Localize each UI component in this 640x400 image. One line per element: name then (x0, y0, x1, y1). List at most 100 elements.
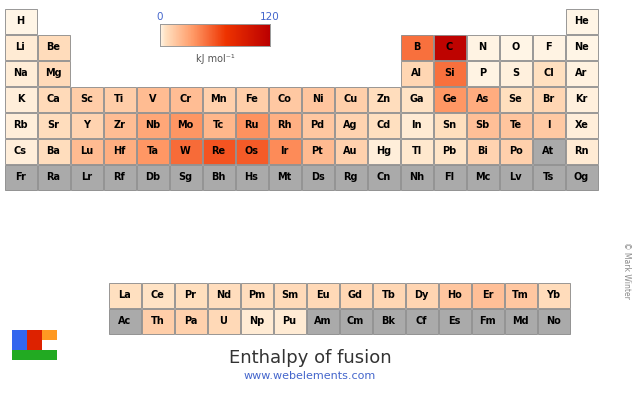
Text: Ge: Ge (442, 94, 457, 104)
Bar (566, 164, 598, 190)
Bar (38, 112, 70, 138)
Bar (406, 282, 438, 308)
Text: Rf: Rf (114, 172, 125, 182)
Text: Kr: Kr (575, 94, 588, 104)
Bar (335, 112, 367, 138)
Bar (38, 60, 70, 86)
Bar (269, 138, 301, 164)
Bar (335, 86, 367, 112)
Bar (70, 86, 102, 112)
Text: La: La (118, 290, 131, 300)
Bar (566, 86, 598, 112)
Text: Ac: Ac (118, 316, 131, 326)
Text: K: K (17, 94, 24, 104)
Bar (301, 164, 333, 190)
Text: Cf: Cf (416, 316, 428, 326)
Text: Pu: Pu (282, 316, 296, 326)
Text: Li: Li (15, 42, 26, 52)
Text: Cd: Cd (376, 120, 390, 130)
Text: Tb: Tb (381, 290, 396, 300)
Bar (401, 112, 433, 138)
Bar (433, 34, 465, 60)
Text: Ga: Ga (409, 94, 424, 104)
Text: Pd: Pd (310, 120, 324, 130)
Bar (136, 138, 168, 164)
Bar (566, 138, 598, 164)
Text: Fe: Fe (245, 94, 258, 104)
Bar (136, 86, 168, 112)
Bar (504, 308, 536, 334)
Text: Hg: Hg (376, 146, 391, 156)
Bar (170, 86, 202, 112)
Bar (566, 34, 598, 60)
Bar (372, 282, 404, 308)
Text: 0: 0 (157, 12, 163, 22)
Text: F: F (545, 42, 552, 52)
Text: Os: Os (244, 146, 259, 156)
Bar (401, 138, 433, 164)
Bar (104, 112, 136, 138)
Text: Fm: Fm (479, 316, 496, 326)
Bar (467, 86, 499, 112)
Bar (566, 60, 598, 86)
Text: Co: Co (278, 94, 291, 104)
Bar (109, 282, 141, 308)
Text: Cn: Cn (376, 172, 390, 182)
Text: Eu: Eu (316, 290, 330, 300)
Text: Db: Db (145, 172, 160, 182)
Bar (499, 86, 531, 112)
Bar (504, 282, 536, 308)
Bar (4, 60, 36, 86)
Bar (339, 308, 371, 334)
Bar (467, 138, 499, 164)
Text: Sr: Sr (47, 120, 60, 130)
Text: Gd: Gd (348, 290, 363, 300)
Bar (566, 8, 598, 34)
Text: I: I (547, 120, 550, 130)
Bar (4, 86, 36, 112)
Bar (70, 164, 102, 190)
Bar (339, 282, 371, 308)
Bar (532, 138, 564, 164)
Text: He: He (574, 16, 589, 26)
Text: Zn: Zn (376, 94, 390, 104)
Text: V: V (148, 94, 156, 104)
Bar (141, 308, 173, 334)
Text: Re: Re (211, 146, 225, 156)
Text: Tl: Tl (412, 146, 422, 156)
Bar (4, 34, 36, 60)
Text: U: U (220, 316, 227, 326)
Bar (401, 164, 433, 190)
Text: Sn: Sn (442, 120, 456, 130)
Bar (367, 86, 399, 112)
Text: Ne: Ne (574, 42, 589, 52)
Bar (301, 138, 333, 164)
Bar (538, 282, 570, 308)
Text: Nd: Nd (216, 290, 231, 300)
Text: Bi: Bi (477, 146, 488, 156)
Bar (499, 164, 531, 190)
Bar (372, 308, 404, 334)
Text: Xe: Xe (575, 120, 588, 130)
Bar (335, 164, 367, 190)
Bar (202, 138, 234, 164)
Bar (401, 60, 433, 86)
Bar (202, 164, 234, 190)
Text: Ts: Ts (543, 172, 554, 182)
Text: Rn: Rn (574, 146, 589, 156)
Bar (202, 86, 234, 112)
Bar (202, 112, 234, 138)
Bar (269, 164, 301, 190)
Text: Th: Th (150, 316, 164, 326)
Bar (401, 86, 433, 112)
Text: At: At (543, 146, 555, 156)
Text: Ag: Ag (343, 120, 358, 130)
Text: Md: Md (512, 316, 529, 326)
Text: H: H (17, 16, 24, 26)
Text: Po: Po (509, 146, 522, 156)
Bar (433, 112, 465, 138)
Text: Yb: Yb (547, 290, 561, 300)
Text: N: N (479, 42, 486, 52)
Text: Bk: Bk (381, 316, 396, 326)
Bar (467, 34, 499, 60)
